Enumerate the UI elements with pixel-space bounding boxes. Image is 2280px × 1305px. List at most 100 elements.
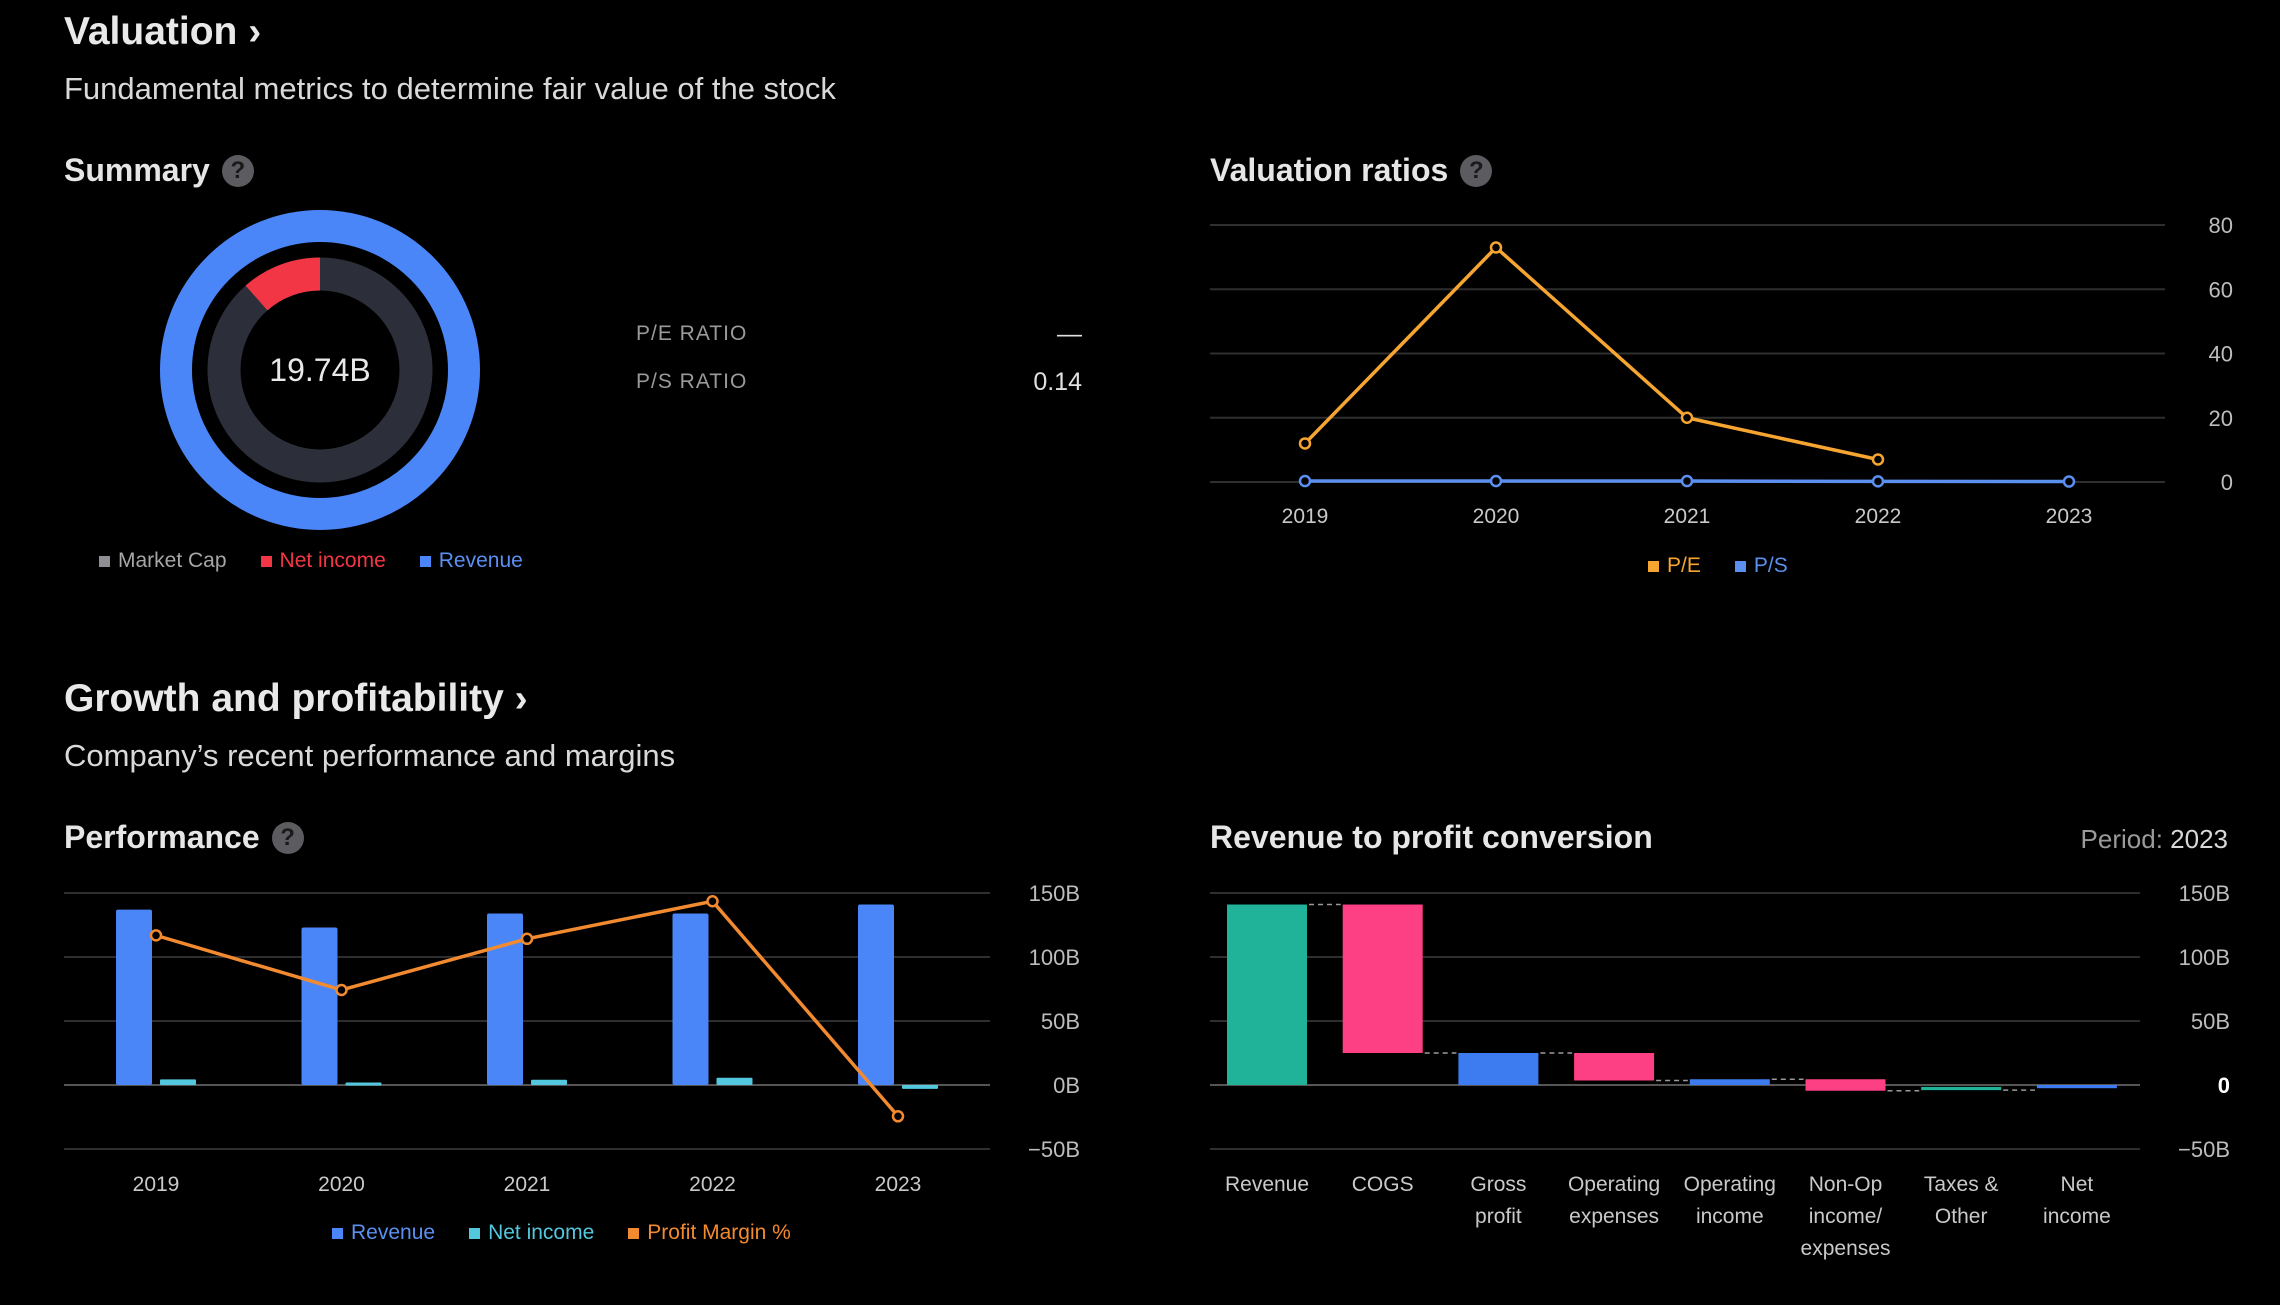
- x-tick-label-line: Operating: [1568, 1173, 1660, 1196]
- x-tick-label: 2021: [504, 1173, 551, 1196]
- data-point: [1489, 241, 1503, 254]
- profit-margin-point: [891, 1110, 905, 1123]
- y-tick-label: 50B: [1041, 1009, 1080, 1034]
- legend-market-cap-swatch: [99, 555, 110, 567]
- legend-perf-margin-label: Profit Margin %: [647, 1221, 791, 1244]
- data-point: [1871, 475, 1885, 488]
- donut-center-value: 19.74B: [269, 352, 370, 388]
- data-point: [1680, 474, 1694, 488]
- conversion-period[interactable]: Period: 2023: [2081, 824, 2228, 855]
- legend-revenue-label: Revenue: [438, 549, 523, 572]
- x-tick-label-line: COGS: [1352, 1173, 1414, 1196]
- summary-help-icon[interactable]: ?: [221, 154, 254, 187]
- summary-title-text: Summary: [64, 152, 210, 188]
- profit-margin-point: [335, 983, 348, 997]
- valuation-subtitle: Fundamental metrics to determine fair va…: [64, 71, 836, 106]
- waterfall-bar: [1342, 904, 1423, 1053]
- y-tick-label: 40: [2209, 342, 2233, 367]
- performance-title-text: Performance: [64, 819, 260, 855]
- valuation-ratios-title-text: Valuation ratios: [1210, 152, 1449, 188]
- performance-legend: Revenue Net income Profit Margin %: [332, 1221, 791, 1245]
- conversion-title-text: Revenue to profit conversion: [1210, 819, 1653, 855]
- waterfall-bar: [1574, 1053, 1655, 1081]
- legend-perf-margin-swatch: [628, 1227, 640, 1239]
- profit-margin-point: [520, 932, 534, 946]
- waterfall-bar: [1227, 904, 1307, 1085]
- waterfall-bar: [2036, 1085, 2117, 1089]
- x-tick-label-line: Taxes &: [1924, 1173, 1999, 1196]
- legend-pe-swatch: [1648, 560, 1659, 572]
- legend-ps-swatch: [1734, 560, 1746, 572]
- valuation-ratios-title: Valuation ratios ?: [1210, 152, 1493, 189]
- x-tick-label-line: profit: [1475, 1205, 1522, 1228]
- data-point: [1680, 411, 1694, 424]
- valuation-ratios-legend: P/E P/S: [1648, 554, 1788, 578]
- x-tick-label-line: Other: [1935, 1205, 1988, 1228]
- legend-market-cap[interactable]: Market Cap: [99, 549, 227, 573]
- ps-ratio-label: P/S RATIO: [636, 370, 748, 393]
- y-tick-label: −50B: [1028, 1137, 1080, 1162]
- legend-market-cap-label: Market Cap: [118, 549, 227, 572]
- y-tick-label: 60: [2209, 277, 2233, 302]
- x-tick-label: Revenue: [1225, 1173, 1309, 1196]
- revenue-bar: [116, 909, 152, 1085]
- summary-title: Summary ?: [64, 152, 254, 189]
- legend-net-income-label: Net income: [279, 549, 386, 572]
- summary-legend: Market Cap Net income Revenue: [99, 549, 523, 573]
- x-tick-label: 2023: [2046, 505, 2093, 528]
- conversion-period-label: Period:: [2080, 824, 2171, 854]
- legend-net-income-swatch: [260, 555, 272, 567]
- pe-ratio-label: P/E RATIO: [636, 322, 748, 345]
- legend-ps-label: P/S: [1753, 554, 1788, 577]
- y-tick-label: 50B: [2191, 1009, 2230, 1034]
- y-tick-label: 100B: [1029, 945, 1080, 970]
- conversion-period-value: 2023: [2170, 824, 2228, 854]
- profit-margin-point: [149, 929, 163, 942]
- x-tick-label-line: income: [2043, 1205, 2111, 1228]
- legend-perf-net-income[interactable]: Net income: [469, 1221, 594, 1245]
- valuation-title[interactable]: Valuation ›: [64, 10, 262, 53]
- legend-perf-revenue-swatch: [332, 1227, 343, 1239]
- x-tick-label-line: expenses: [1569, 1205, 1659, 1228]
- valuation-ratios-chart: 0 20 40 60 80 2019 2020 2021 2022 2023: [1210, 213, 2233, 528]
- x-tick-label: Non-Op income/expenses: [1801, 1173, 1891, 1260]
- x-tick-label: Operating income: [1684, 1173, 1776, 1228]
- net-income-bar: [160, 1079, 196, 1085]
- net-income-bar: [902, 1085, 938, 1089]
- growth-title[interactable]: Growth and profitability ›: [64, 677, 528, 720]
- conversion-title: Revenue to profit conversion: [1210, 819, 1653, 856]
- x-tick-label: Taxes & Other: [1924, 1173, 1999, 1228]
- x-tick-label: Gross profit: [1470, 1173, 1526, 1228]
- net-income-bar: [345, 1082, 382, 1086]
- x-tick-label-line: income/: [1809, 1205, 1883, 1228]
- legend-perf-net-income-label: Net income: [488, 1221, 595, 1244]
- y-tick-label: 20: [2209, 406, 2233, 431]
- x-tick-label: COGS: [1352, 1173, 1414, 1196]
- x-tick-label: 2021: [1664, 505, 1711, 528]
- y-tick-label: 0: [2221, 470, 2233, 495]
- x-tick-label: 2022: [1855, 505, 1902, 528]
- legend-ps[interactable]: P/S: [1734, 554, 1788, 578]
- conversion-chart: −50B 0 50B 100B 150B Revenue COGS Gross profit Op…: [1210, 881, 2230, 1260]
- series-line-pe: [1303, 245, 1879, 462]
- x-tick-label: 2019: [1282, 505, 1329, 528]
- x-tick-label: 2019: [133, 1173, 180, 1196]
- legend-revenue[interactable]: Revenue: [419, 549, 523, 573]
- x-tick-label: 2022: [689, 1173, 736, 1196]
- legend-perf-revenue[interactable]: Revenue: [332, 1221, 435, 1245]
- x-tick-label: 2020: [1473, 505, 1520, 528]
- net-income-bar: [531, 1079, 567, 1085]
- x-tick-label-line: Revenue: [1225, 1173, 1309, 1196]
- valuation-ratios-help-icon[interactable]: ?: [1460, 154, 1493, 187]
- waterfall-bar: [1689, 1079, 1770, 1085]
- x-tick-label: 2023: [875, 1173, 922, 1196]
- x-tick-label-line: Gross: [1470, 1173, 1526, 1196]
- x-tick-label: Operating expenses: [1568, 1173, 1660, 1228]
- data-point: [2062, 475, 2076, 488]
- performance-help-icon[interactable]: ?: [271, 821, 304, 854]
- data-point: [1489, 474, 1503, 488]
- legend-pe[interactable]: P/E: [1648, 554, 1701, 578]
- pe-ratio-value: —: [1057, 320, 1082, 348]
- legend-perf-margin[interactable]: Profit Margin %: [628, 1221, 791, 1245]
- legend-net-income[interactable]: Net income: [260, 549, 386, 573]
